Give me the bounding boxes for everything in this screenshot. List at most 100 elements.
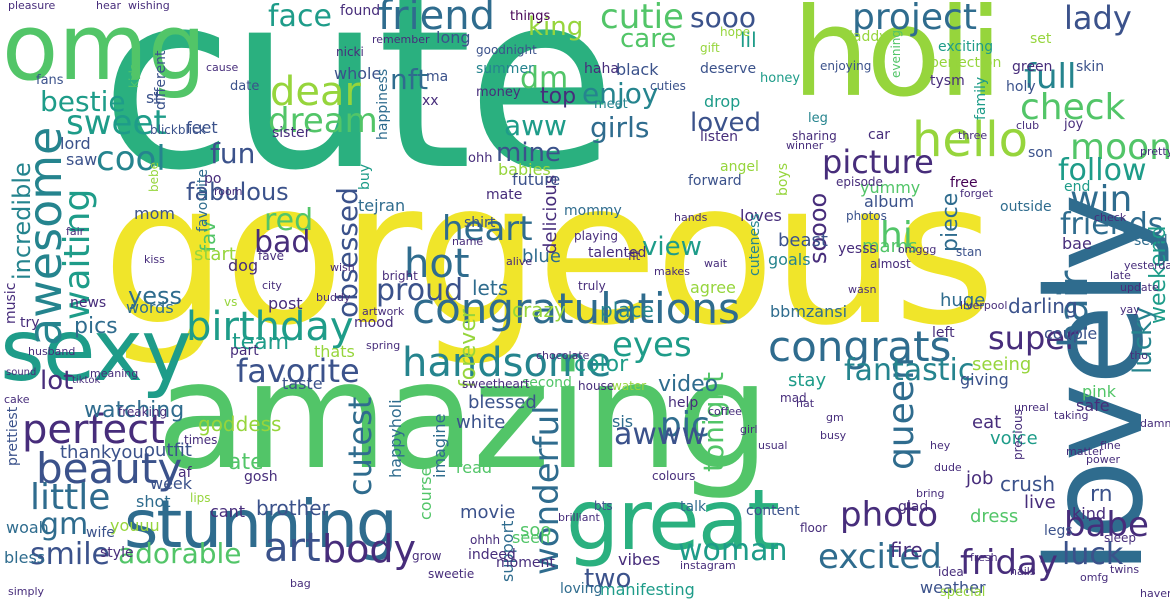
word-lets: lets [472, 276, 509, 300]
word-fantastic: fantastic [844, 353, 975, 388]
word-alive: alive [506, 255, 533, 268]
word-pleasure: pleasure [8, 0, 56, 12]
word-mams: mams [862, 236, 918, 257]
word-gm: gm [40, 507, 89, 542]
word-eyes: eyes [612, 325, 692, 365]
word-girls: girls [590, 111, 650, 144]
word-indeed: indeed [468, 547, 516, 563]
word-bestie: bestie [40, 85, 126, 118]
word-eat: eat [972, 412, 1002, 433]
word-content: content [746, 503, 800, 519]
word-kind: kind [1072, 504, 1107, 523]
word-beauty: beauty [36, 444, 183, 493]
word-different: different [153, 50, 169, 110]
word-manifesting: manifesting [600, 580, 695, 599]
word-crazy: crazy [512, 298, 566, 322]
word-sweet: sweet [66, 103, 167, 143]
word-loving: loving [560, 581, 603, 597]
word-friday: friday [960, 543, 1058, 583]
word-darling: darling [1008, 294, 1078, 318]
word-water: water [612, 379, 647, 393]
word-blue: blue [522, 246, 561, 267]
word-episode: episode [836, 175, 883, 189]
word-cool: cool [96, 139, 166, 179]
word-summer: summer [476, 61, 534, 77]
word-unreal: unreal [1014, 401, 1049, 414]
word-wish: wish [330, 261, 355, 274]
word-woah: woah [6, 518, 49, 537]
word-gm-small: gm [826, 411, 844, 424]
word-coffee: coffee [708, 405, 742, 418]
word-husband: husband [28, 345, 76, 358]
word-moon: moon [1070, 127, 1170, 168]
word-dear: dear [270, 69, 361, 115]
word-busy: busy [820, 429, 847, 442]
word-beast: beast [778, 230, 828, 251]
word-nicki: nicki [336, 45, 364, 59]
word-bae: bae [1062, 234, 1092, 253]
word-family: family [973, 76, 989, 120]
word-goals: goals [768, 250, 811, 269]
word-lady: lady [1064, 0, 1132, 37]
word-enjoying: enjoying [820, 59, 872, 73]
word-moment: moment [496, 555, 555, 571]
word-left: left [932, 325, 955, 341]
word-sweetheart: sweetheart [462, 377, 530, 391]
word-stunning: stunning [124, 486, 398, 563]
word-late: late [1110, 269, 1131, 282]
word-soo: soo [520, 520, 552, 541]
word-adorable: adorable [118, 537, 242, 570]
word-cute: cute [100, 0, 617, 224]
word-fire: fire [890, 538, 923, 562]
word-post: post [268, 294, 303, 313]
word-lot: lot [40, 366, 74, 396]
word-imagine: imagine [430, 413, 449, 478]
word-king: king [528, 12, 584, 42]
word-vibes: vibes [618, 550, 661, 569]
word-tejran: tejran [358, 196, 406, 215]
word-spring: spring [366, 339, 401, 352]
word-name: name [452, 235, 484, 248]
word-news: news [70, 295, 107, 311]
word-end: end [1064, 179, 1091, 195]
word-ma: ma [426, 69, 449, 85]
word-cuteness: cuteness [747, 213, 763, 276]
word-st: st [146, 88, 161, 107]
word-color: color [574, 352, 629, 377]
word-sharing: sharing [792, 129, 837, 143]
word-cutie: cutie [600, 0, 684, 37]
word-tho: tho [1130, 349, 1149, 362]
word-leg: leg [808, 111, 828, 126]
word-art: art [264, 525, 321, 571]
word-instagram: instagram [680, 559, 736, 572]
word-seen: seen [512, 528, 551, 547]
word-crush: crush [1000, 472, 1055, 496]
word-car: car [868, 127, 891, 143]
word-idea: idea [938, 565, 964, 579]
word-happiness: happiness [375, 68, 391, 140]
word-gift: gift [700, 41, 720, 55]
word-city: city [262, 279, 282, 292]
word-woman: woman [678, 533, 788, 568]
word-dress: dress [970, 506, 1019, 527]
word-friends: friends [1060, 207, 1164, 242]
word-af: af [178, 465, 192, 481]
word-sis: sis [612, 412, 634, 431]
word-smile: smile [30, 537, 110, 572]
word-honey: honey [760, 71, 801, 86]
word-lucky: lucky [1128, 306, 1158, 374]
word-goddess: goddess [198, 412, 282, 436]
word-playing: playing [574, 229, 618, 243]
word-liverpool: liverpool [960, 299, 1008, 312]
word-ohh: ohh [468, 151, 493, 166]
word-lil: lil [740, 28, 757, 52]
word-full: full [1024, 57, 1077, 97]
word-nails: nails [1010, 565, 1036, 578]
word-cause: cause [206, 61, 239, 74]
word-pretty: pretty [1140, 145, 1170, 158]
word-usual: usual [758, 439, 788, 452]
word-room: room [214, 185, 243, 198]
word-date: date [230, 79, 260, 94]
word-dream: dream [268, 101, 378, 141]
